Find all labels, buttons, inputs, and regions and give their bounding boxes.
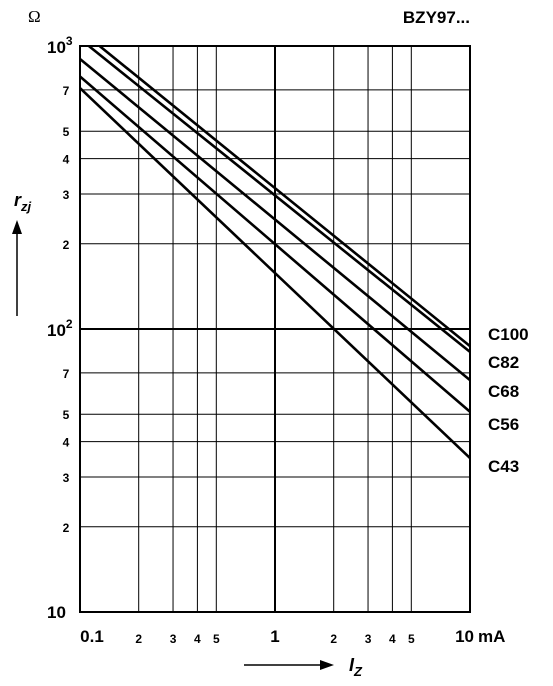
series-label-c82: C82 — [488, 353, 519, 372]
x-axis-label-main: I — [349, 655, 355, 675]
series-label-c68: C68 — [488, 382, 519, 401]
x-unit-label: mA — [478, 627, 505, 646]
x-tick-label: 5 — [213, 632, 220, 646]
y-tick-label-minor: 5 — [63, 408, 70, 422]
x-tick-label: 2 — [135, 632, 142, 646]
series-line-c68 — [79, 57, 471, 382]
x-tick-label: 3 — [170, 632, 177, 646]
series-labels: C100 C82 C68 C56 C43 — [488, 325, 529, 476]
series-line-c56 — [79, 75, 471, 413]
y-tick-label-minor: 4 — [63, 436, 70, 450]
x-tick-label: 4 — [389, 632, 396, 646]
x-tick-label: 0.1 — [80, 627, 104, 646]
series-line-c43 — [79, 87, 471, 459]
series-line-c100 — [98, 44, 471, 348]
x-tick-label: 3 — [365, 632, 372, 646]
x-tick-label: 4 — [194, 632, 201, 646]
y-axis-arrow-head — [12, 220, 22, 234]
x-tick-label: 1 — [270, 627, 279, 646]
y-axis-label: rzj — [12, 190, 32, 316]
y-tick-label-100: 102 — [47, 317, 73, 340]
plot-frame — [79, 45, 471, 613]
y-tick-label-minor: 3 — [63, 188, 70, 202]
y-tick-label-minor: 7 — [63, 367, 70, 381]
y-axis-label-main: r — [14, 190, 22, 210]
y-axis-label-sub: zj — [20, 199, 32, 214]
x-axis-arrow-head — [320, 660, 334, 670]
x-tick-labels: 0.1 2 3 4 5 1 2 3 4 5 10 mA — [80, 627, 505, 646]
x-tick-label: 10 — [455, 627, 474, 646]
y-tick-label-100-base: 10 — [47, 321, 66, 340]
grid-major — [79, 45, 471, 613]
svg-text:rzj: rzj — [14, 190, 32, 214]
y-tick-label-minor: 4 — [63, 153, 70, 167]
y-tick-label-10: 10 — [47, 603, 66, 622]
y-tick-label-minor: 5 — [63, 125, 70, 139]
series-line-c82 — [88, 44, 471, 353]
series-label-c56: C56 — [488, 415, 519, 434]
series-label-c100: C100 — [488, 325, 529, 344]
x-axis-label: IZ — [244, 655, 363, 679]
y-unit-label: Ω — [28, 7, 41, 26]
x-tick-label: 5 — [408, 632, 415, 646]
y-tick-label-minor: 7 — [63, 84, 70, 98]
x-axis-label-sub: Z — [353, 664, 363, 679]
y-tick-label-1000: 103 — [47, 34, 73, 57]
y-tick-label-minor: 2 — [63, 521, 70, 535]
y-tick-label-1000-exponent: 3 — [66, 34, 73, 48]
svg-text:IZ: IZ — [349, 655, 363, 679]
series-label-c43: C43 — [488, 457, 519, 476]
y-tick-label-minor: 3 — [63, 471, 70, 485]
chart-title: BZY97... — [403, 8, 470, 27]
y-tick-label-100-exponent: 2 — [66, 317, 73, 331]
x-tick-label: 2 — [330, 632, 337, 646]
series-layer — [79, 44, 471, 459]
y-tick-label-1000-base: 10 — [47, 38, 66, 57]
y-tick-label-minor: 2 — [63, 238, 70, 252]
